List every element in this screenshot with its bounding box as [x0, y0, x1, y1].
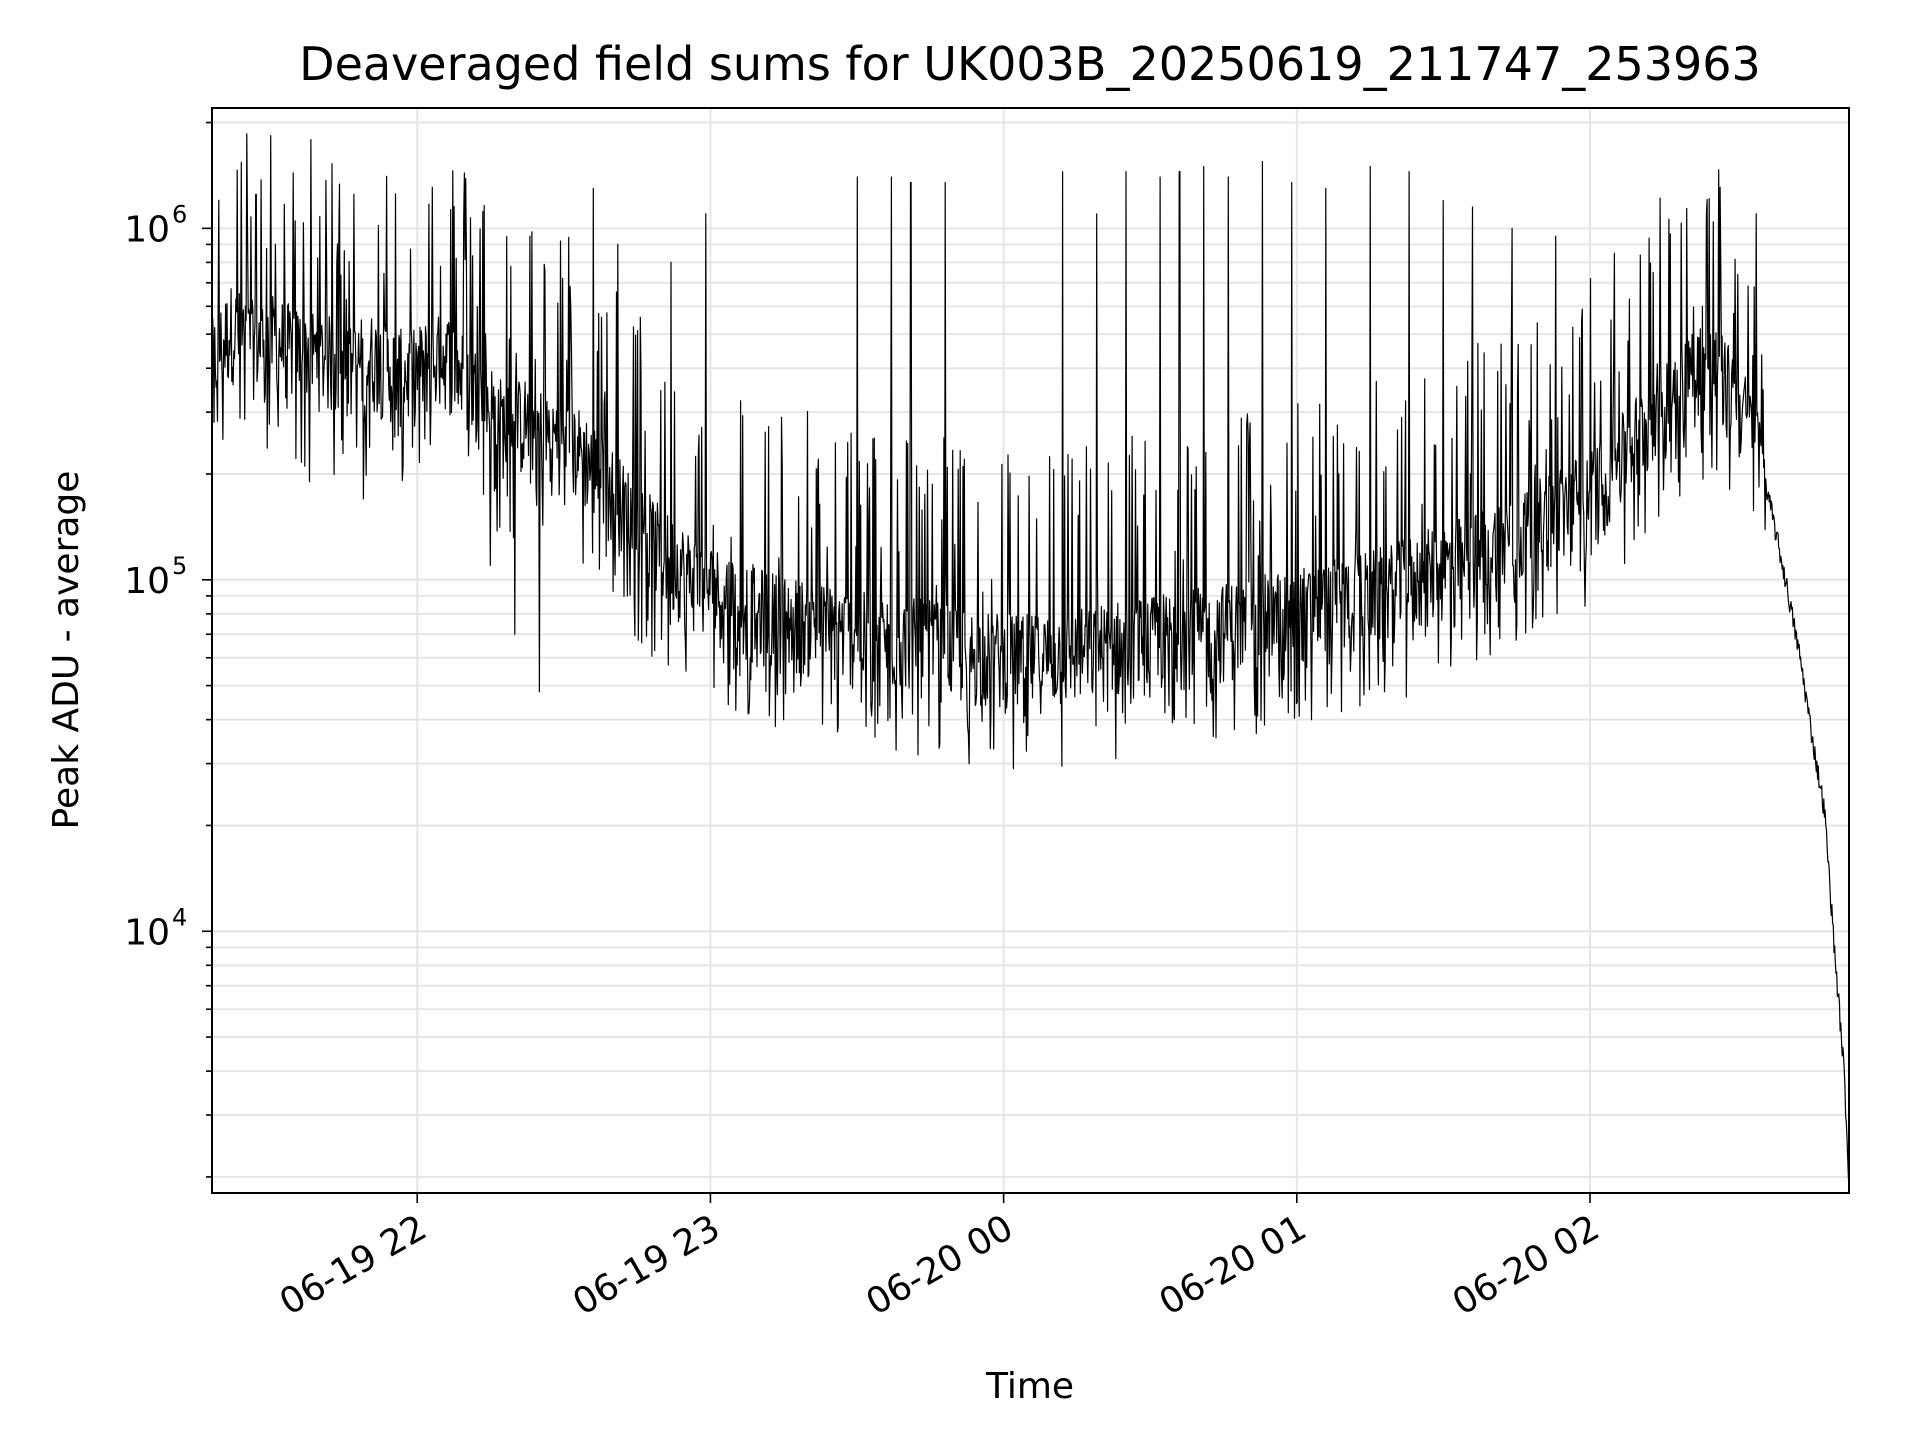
y-axis-label: Peak ADU - average: [46, 471, 87, 830]
y-tick-label: 10 6: [124, 200, 187, 250]
y-tick-exponent: 6: [172, 200, 187, 228]
y-tick-label: 10 4: [124, 903, 187, 953]
y-tick-base: 10: [124, 209, 170, 250]
y-tick-base: 10: [124, 561, 170, 602]
y-tick-label: 10 5: [124, 552, 187, 602]
y-tick-exponent: 4: [172, 903, 187, 931]
plot-frame: [211, 107, 1850, 1194]
x-axis-label: Time: [985, 1366, 1074, 1407]
y-tick-base: 10: [124, 912, 170, 953]
chart-title: Deaveraged field sums for UK003B_2025061…: [299, 37, 1761, 91]
y-tick-exponent: 5: [172, 552, 187, 580]
series-line: [211, 133, 1850, 1190]
series-layer: [211, 133, 1850, 1190]
